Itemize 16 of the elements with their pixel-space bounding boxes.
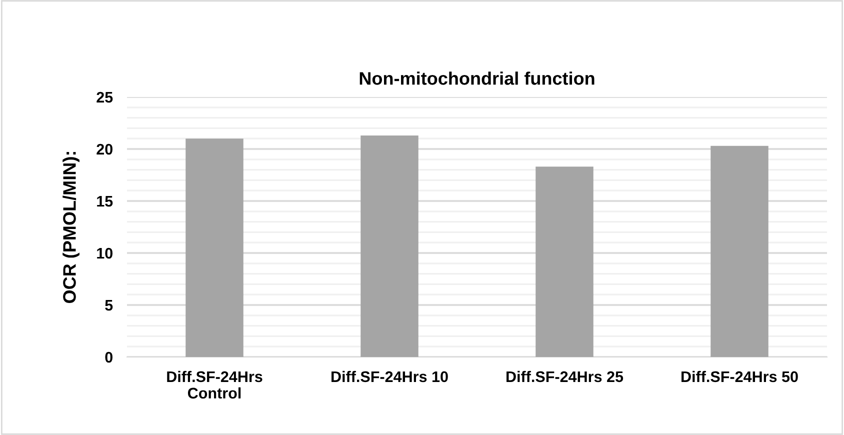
x-tick-label: Diff.SF-24Hrs 50 bbox=[682, 370, 798, 382]
y-tick-label: 20 bbox=[96, 144, 112, 155]
x-tick-label: Diff.SF-24Hrs 10 bbox=[332, 370, 448, 382]
y-axis-title: OCR (PMOL/MIN): bbox=[62, 152, 80, 303]
x-tick-label: Diff.SF-24Hrs Control bbox=[167, 370, 262, 399]
bar bbox=[710, 146, 768, 357]
y-tick-label: 0 bbox=[105, 352, 112, 363]
y-tick-label: 15 bbox=[97, 196, 113, 207]
x-tick-label: Diff.SF-24Hrs 25 bbox=[506, 370, 624, 382]
bar bbox=[186, 138, 244, 357]
bar bbox=[360, 135, 418, 357]
y-tick-label: 25 bbox=[96, 92, 113, 103]
y-tick-label: 10 bbox=[97, 248, 112, 259]
bar bbox=[536, 166, 594, 357]
y-tick-label: 5 bbox=[105, 300, 113, 311]
chart-title: Non-mitochondrial function bbox=[360, 72, 594, 85]
